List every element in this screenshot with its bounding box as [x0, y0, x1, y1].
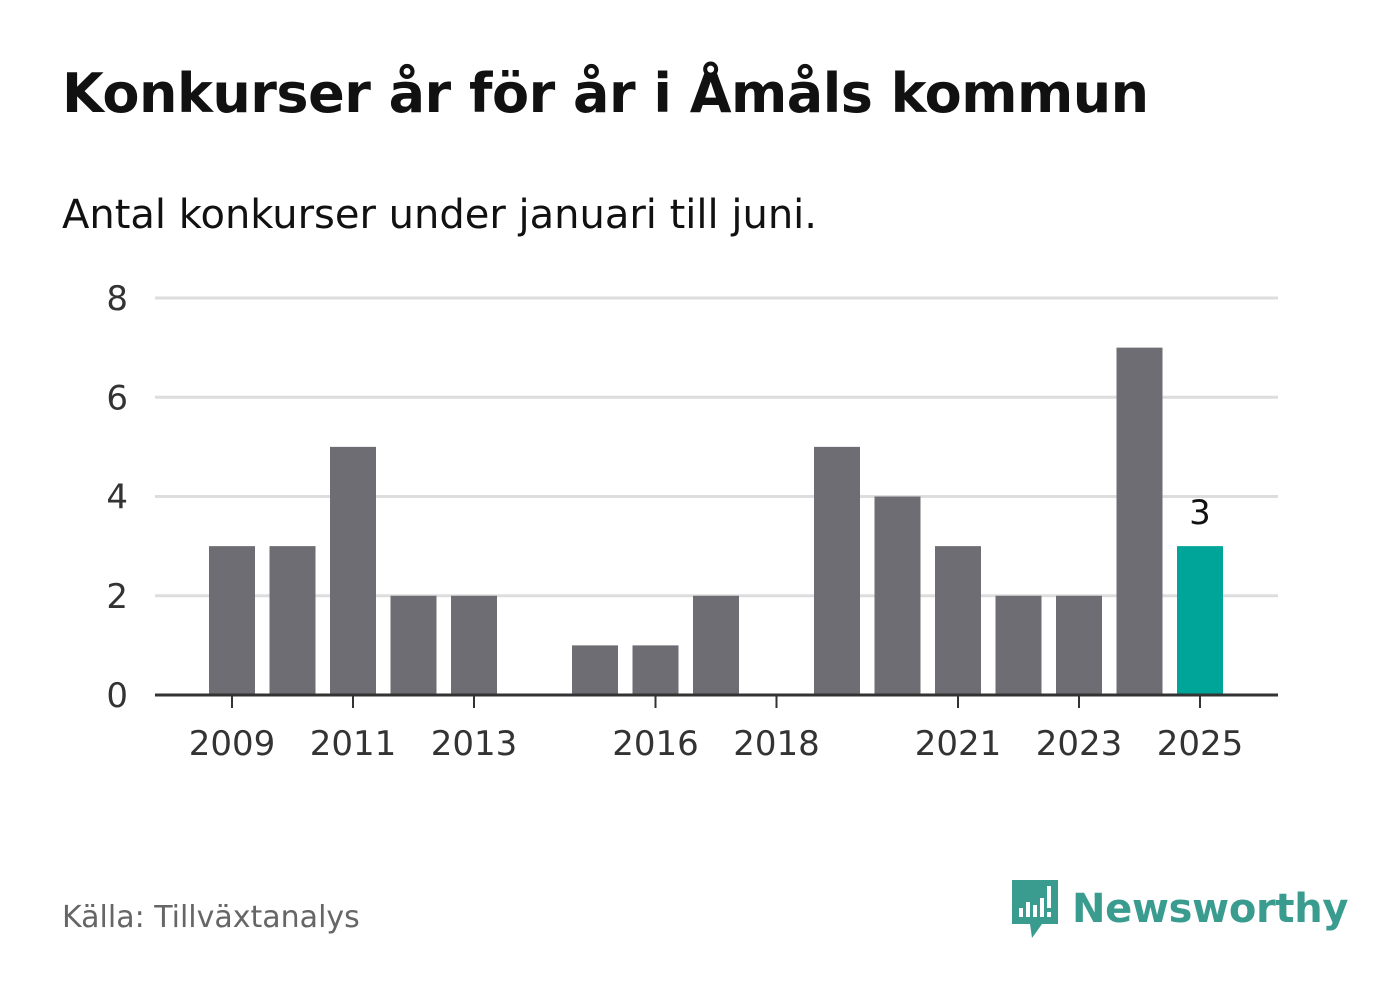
x-tick-label: 2013 — [431, 724, 518, 764]
bar — [209, 546, 255, 695]
chart-subtitle: Antal konkurser under januari till juni. — [62, 192, 817, 238]
bar — [1116, 347, 1163, 695]
bar-highlight — [1177, 546, 1223, 695]
y-tick-label: 6 — [106, 378, 128, 418]
y-tick-label: 8 — [106, 279, 128, 319]
bar — [874, 496, 921, 695]
y-tick-label: 4 — [106, 478, 128, 518]
x-tick-label: 2011 — [310, 724, 397, 764]
bar — [269, 546, 316, 695]
bar — [330, 446, 376, 695]
chart-title: Konkurser år för år i Åmåls kommun — [62, 62, 1149, 125]
bar — [1056, 595, 1102, 695]
y-tick-label: 0 — [106, 676, 128, 716]
brand-logo: Newsworthy — [1010, 878, 1349, 940]
bar — [390, 595, 437, 695]
x-tick-label: 2018 — [733, 724, 820, 764]
x-axis-ticks: 2009 2011 2013 2016 2018 2021 2023 2025 — [189, 695, 1244, 764]
bar — [693, 595, 739, 695]
x-tick-label: 2021 — [915, 724, 1002, 764]
bar — [814, 446, 860, 695]
x-tick-label: 2016 — [612, 724, 699, 764]
x-tick-label: 2025 — [1157, 724, 1244, 764]
newsworthy-logo-icon — [1012, 880, 1058, 938]
x-tick-label: 2009 — [189, 724, 276, 764]
bars — [209, 347, 1223, 695]
source-note: Källa: Tillväxtanalys — [62, 900, 360, 935]
brand-name: Newsworthy — [1072, 886, 1349, 932]
y-tick-label: 2 — [106, 577, 128, 617]
gridlines — [155, 296, 1278, 598]
y-axis-ticks: 0 2 4 6 8 — [106, 279, 128, 716]
bar — [995, 595, 1042, 695]
bar — [935, 546, 981, 695]
data-label: 3 — [1189, 493, 1211, 533]
bar — [632, 645, 679, 695]
data-labels: 3 — [1189, 493, 1211, 533]
bar — [572, 645, 618, 695]
x-tick-label: 2023 — [1036, 724, 1123, 764]
bar — [451, 595, 497, 695]
